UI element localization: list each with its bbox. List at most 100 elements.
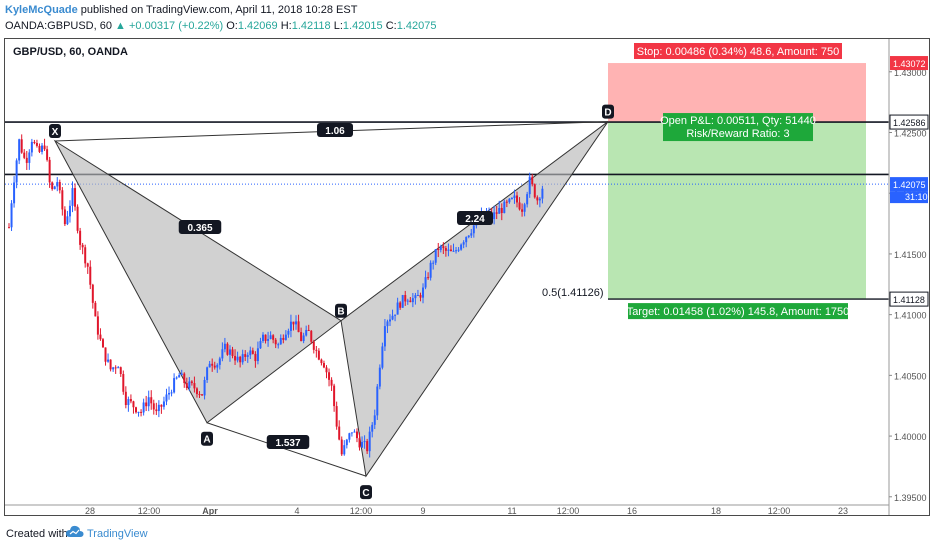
price-chart[interactable]: GBP/USD, 60, OANDA X A B C D 1.06 0.365 1.537 2.… — [5, 39, 929, 516]
low-label: L: — [333, 20, 343, 32]
price-marker-label: 1.41128 — [893, 295, 925, 305]
candle-body — [279, 337, 282, 345]
pattern-point-b-marker[interactable] — [335, 303, 347, 318]
candle-body — [366, 441, 369, 452]
candle-body — [53, 186, 56, 190]
candle-body — [414, 295, 417, 299]
candle-body — [61, 190, 64, 210]
candle-body — [63, 209, 66, 225]
candle-body — [185, 383, 188, 388]
candle-body — [46, 149, 49, 160]
candle-body — [165, 394, 168, 402]
candle-body — [460, 244, 463, 250]
candle-body — [503, 201, 506, 214]
pattern-point-d-marker[interactable] — [602, 104, 614, 119]
candle-body — [28, 152, 31, 163]
candle-body — [394, 314, 397, 316]
candle-body — [325, 367, 328, 373]
time-tick-label: 12:00 — [557, 506, 580, 515]
candle-body — [262, 334, 264, 342]
xab-triangle[interactable] — [53, 139, 342, 424]
pattern-point-a-marker[interactable] — [201, 431, 213, 446]
close-label: C: — [385, 20, 397, 32]
candle-body — [81, 244, 84, 248]
candle-body — [373, 415, 376, 425]
pattern-point-x-label: X — [52, 127, 59, 138]
candle-body — [114, 367, 117, 369]
candle-body — [127, 399, 130, 406]
ratio-label: 0.365 — [187, 223, 212, 234]
candle-body — [315, 349, 318, 351]
candle-body — [168, 392, 171, 395]
chart-panel[interactable]: GBP/USD, 60, OANDA X A B C D 1.06 0.365 1.537 2.… — [4, 38, 930, 516]
tradingview-brand[interactable]: TradingView — [87, 528, 148, 540]
time-tick-label: 12:00 — [138, 506, 161, 515]
publication-line: KyleMcQuade published on TradingView.com… — [5, 4, 357, 16]
candle-body — [320, 359, 323, 364]
ratio-label: 2.24 — [465, 214, 485, 225]
price-tick-label: 1.41000 — [894, 311, 927, 321]
candle-body — [381, 346, 384, 368]
candle-body — [416, 295, 419, 297]
candle-body — [25, 157, 28, 163]
candle-body — [302, 335, 305, 342]
candle-body — [15, 160, 18, 183]
candle-body — [531, 176, 534, 185]
candle-body — [282, 337, 285, 340]
pattern-point-a-label: A — [203, 435, 210, 446]
candle-body — [399, 302, 402, 308]
candle-body — [104, 347, 107, 362]
candle-body — [226, 343, 229, 355]
countdown-box — [890, 191, 928, 204]
candle-body — [333, 385, 336, 407]
candle-body — [35, 143, 38, 146]
candle-body — [295, 321, 298, 325]
candle-body — [13, 182, 16, 204]
candle-body — [449, 249, 452, 252]
candle-body — [239, 356, 242, 363]
candle-body — [10, 203, 13, 228]
pattern-point-c-marker[interactable] — [360, 485, 372, 500]
countdown-label: 31:10 — [905, 192, 928, 202]
candle-body — [274, 339, 277, 345]
candle-body — [198, 394, 201, 396]
candle-body — [465, 237, 468, 243]
candle-body — [538, 198, 541, 201]
price-tick-label: 1.42500 — [894, 129, 927, 139]
ac-leg — [206, 422, 367, 477]
ratio-label: 1.06 — [325, 126, 345, 137]
time-tick-label: 23 — [838, 506, 848, 515]
candle-body — [203, 380, 206, 396]
ohlc-line: OANDA:GBPUSD, 60 ▲ +0.00317 (+0.22%) O:1… — [5, 20, 437, 32]
candle-body — [117, 367, 120, 369]
candle-body — [96, 316, 99, 335]
price-marker-box — [889, 291, 929, 307]
candle-body — [101, 339, 104, 348]
candle-body — [188, 381, 191, 388]
candle-body — [345, 439, 348, 446]
fib-level-label: 0.5(1.41126) — [542, 287, 604, 299]
pattern-point-x-marker[interactable] — [49, 124, 61, 138]
ratio-badge — [178, 220, 222, 234]
candle-body — [289, 321, 292, 331]
risk-reward-label: Risk/Reward Ratio: 3 — [686, 128, 789, 140]
candle-body — [20, 139, 23, 153]
publication-header: KyleMcQuade published on TradingView.com… — [0, 0, 932, 38]
low-value: 1.42015 — [342, 20, 383, 32]
candle-body — [142, 402, 145, 413]
candle-body — [389, 319, 391, 322]
candle-body — [269, 335, 272, 339]
candle-body — [455, 250, 458, 252]
author-link[interactable]: KyleMcQuade — [5, 4, 78, 16]
candle-body — [193, 383, 196, 389]
candle-body — [162, 401, 165, 407]
candle-body — [135, 407, 137, 413]
candle-body — [145, 402, 148, 407]
candle-body — [401, 295, 404, 308]
candle-body — [322, 363, 325, 368]
candle-body — [411, 298, 414, 303]
candle-body — [195, 388, 198, 395]
candle-body — [99, 334, 102, 340]
candle-body — [66, 216, 69, 225]
created-with-text: Created with — [6, 528, 68, 540]
